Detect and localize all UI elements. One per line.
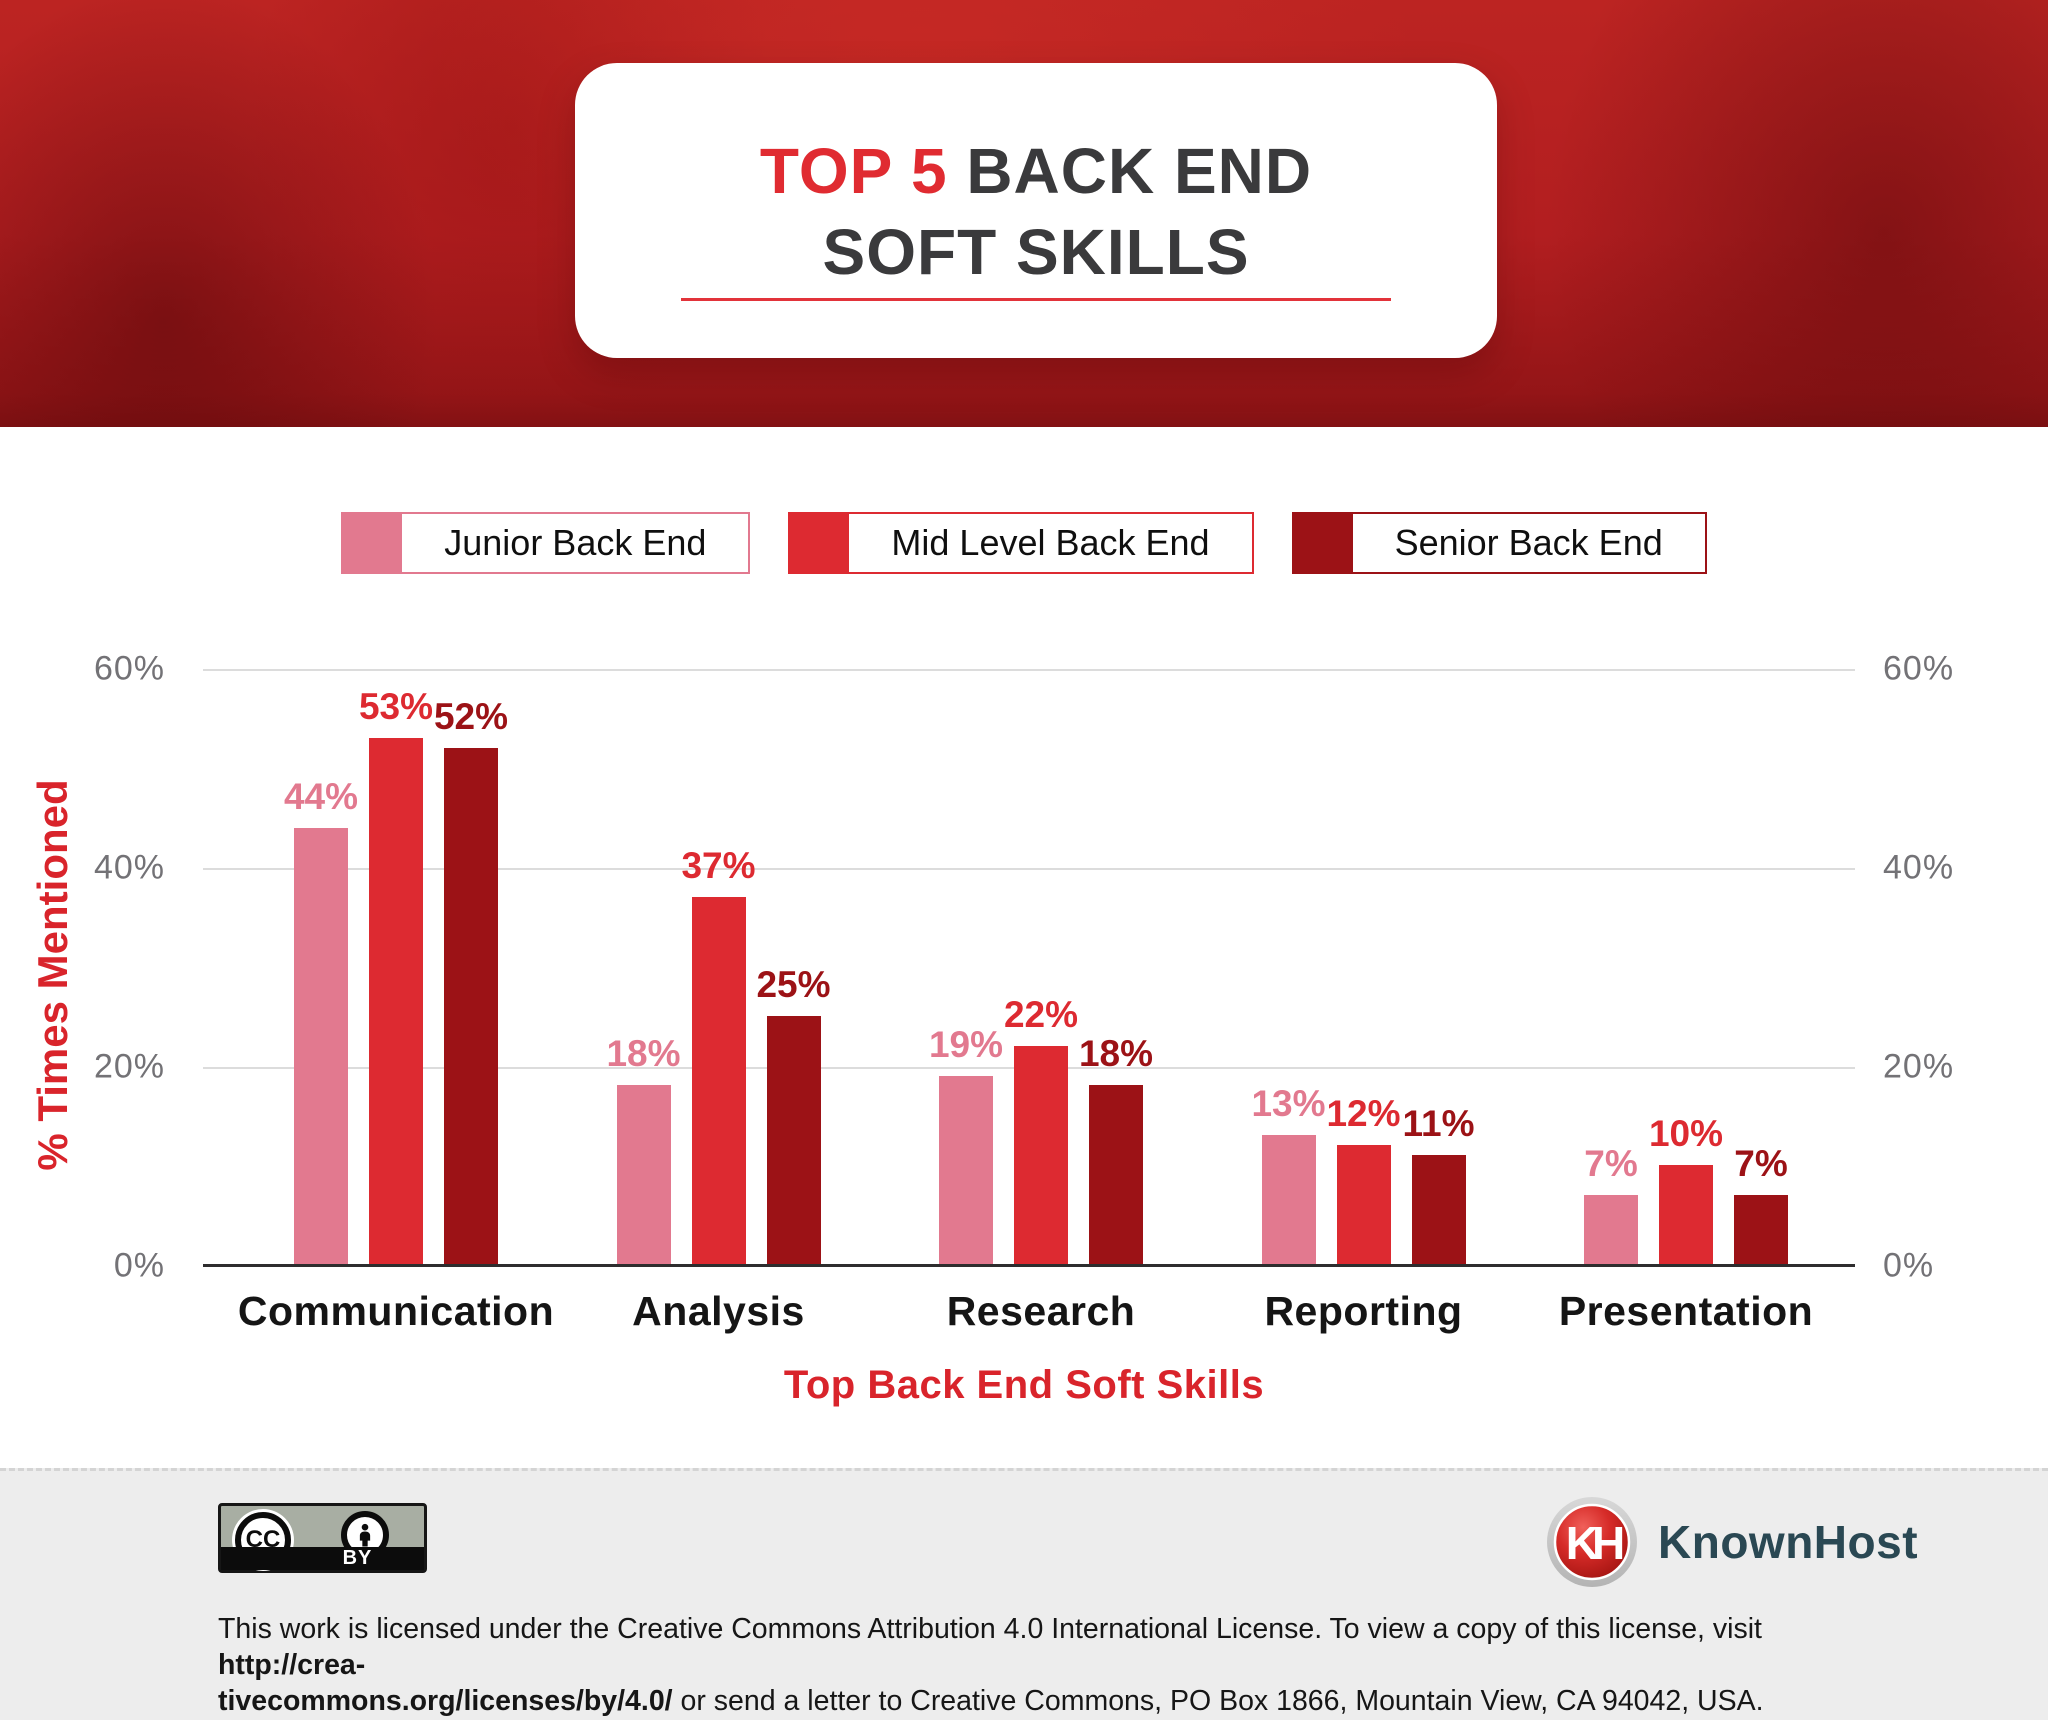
bar-value-label: 52% <box>433 696 509 737</box>
x-axis-baseline <box>203 1264 1855 1267</box>
chart-section: Junior Back End Mid Level Back End Senior … <box>0 427 2048 1468</box>
bar-value-label: 12% <box>1326 1093 1401 1134</box>
bar-research-senior-back-end: 18% <box>1079 1033 1153 1264</box>
page-title-accent: TOP 5 <box>759 135 948 207</box>
tick-right-label-40pct: 40% <box>1883 848 1955 887</box>
bar-chart-plot: 44% 53% 52% Communication 18% 37% 25% Analysis 1… <box>203 669 1855 1334</box>
bar-value-label: 18% <box>606 1033 681 1074</box>
legend-label: Mid Level Back End <box>847 512 1254 574</box>
bar-value-label: 13% <box>1251 1083 1326 1124</box>
title-card: TOP 5 BACK END SOFT SKILLS <box>575 63 1497 358</box>
category-label-communication: Communication <box>237 1288 555 1334</box>
tick-right-label-60pct: 60% <box>1883 649 1955 688</box>
legend-label: Junior Back End <box>400 512 751 574</box>
bar-group-reporting: 13% 12% 11% <box>1251 669 1475 1264</box>
bar-group-presentation: 7% 10% 7% <box>1584 669 1788 1264</box>
category-label-reporting: Reporting <box>1264 1288 1463 1334</box>
license-url-part1: http://crea- <box>218 1649 366 1681</box>
bar-communication-junior-back-end: 44% <box>284 776 358 1264</box>
bar-communication-senior-back-end: 52% <box>434 696 508 1264</box>
bar-value-label: 25% <box>756 964 831 1005</box>
license-line1: This work is licensed under the Creative… <box>218 1613 1762 1645</box>
bar-communication-mid-level-back-end: 53% <box>359 686 433 1264</box>
category-label-research: Research <box>946 1288 1136 1334</box>
cc-by-license-badge: CC BY <box>218 1503 427 1573</box>
page-title-rest: BACK END <box>947 135 1313 207</box>
license-text: This work is licensed under the Creative… <box>218 1611 1898 1719</box>
bar-value-label: 7% <box>1734 1143 1788 1184</box>
knownhost-monogram: KH <box>1566 1517 1623 1569</box>
knownhost-logo: KH KnownHost <box>1546 1496 1918 1588</box>
tick-left-label-60pct: 60% <box>93 649 165 688</box>
license-line2: or send a letter to Creative Commons, PO… <box>672 1685 1764 1717</box>
title-underline <box>681 298 1391 301</box>
bar-value-label: 10% <box>1648 1113 1724 1154</box>
bar-group-research: 19% 22% 18% <box>929 669 1153 1264</box>
gridline <box>203 868 1855 870</box>
tick-left-label-40pct: 40% <box>93 848 165 887</box>
bar-reporting-mid-level-back-end: 12% <box>1326 1093 1401 1264</box>
license-url-part2: tivecommons.org/licenses/by/4.0/ <box>218 1685 673 1717</box>
bar-research-junior-back-end: 19% <box>929 1024 1003 1264</box>
gridline <box>203 669 1855 671</box>
legend-swatch <box>788 512 848 574</box>
bar-value-label: 37% <box>681 845 756 886</box>
page-title: TOP 5 BACK END SOFT SKILLS <box>575 63 1497 293</box>
header-banner: TOP 5 BACK END SOFT SKILLS <box>0 0 2048 427</box>
tick-left-label-20pct: 20% <box>93 1047 165 1086</box>
bar-value-label: 19% <box>928 1024 1004 1065</box>
page-title-line2: SOFT SKILLS <box>822 216 1250 288</box>
legend-item-junior-back-end: Junior Back End <box>341 512 751 574</box>
bar-value-label: 22% <box>1003 994 1079 1035</box>
bar-value-label: 7% <box>1584 1143 1638 1184</box>
bar-presentation-senior-back-end: 7% <box>1734 1143 1788 1264</box>
cc-by-label: BY <box>221 1547 424 1570</box>
chart-legend: Junior Back End Mid Level Back End Senior … <box>0 512 2048 574</box>
bar-value-label: 53% <box>358 686 434 727</box>
bar-value-label: 11% <box>1402 1103 1475 1144</box>
tick-right-label-20pct: 20% <box>1883 1047 1955 1086</box>
footer: CC BY KH <box>0 1468 2048 1720</box>
person-glyph <box>359 1523 371 1547</box>
legend-item-mid-level-back-end: Mid Level Back End <box>788 512 1254 574</box>
bar-reporting-junior-back-end: 13% <box>1251 1083 1326 1264</box>
category-label-presentation: Presentation <box>1558 1288 1814 1334</box>
bar-reporting-senior-back-end: 11% <box>1402 1103 1475 1264</box>
y-axis-title: % Times Mentioned <box>29 779 76 1171</box>
bar-group-communication: 44% 53% 52% <box>284 669 508 1264</box>
legend-label: Senior Back End <box>1350 512 1707 574</box>
bar-research-mid-level-back-end: 22% <box>1004 994 1078 1264</box>
legend-swatch <box>1291 512 1351 574</box>
bar-value-label: 44% <box>283 776 359 817</box>
legend-item-senior-back-end: Senior Back End <box>1291 512 1707 574</box>
bar-value-label: 18% <box>1078 1033 1154 1074</box>
bar-analysis-junior-back-end: 18% <box>606 1033 681 1264</box>
x-axis-title: Top Back End Soft Skills <box>783 1363 1265 1407</box>
bar-analysis-mid-level-back-end: 37% <box>681 845 756 1264</box>
legend-swatch <box>341 512 401 574</box>
bar-analysis-senior-back-end: 25% <box>756 964 831 1264</box>
bar-group-analysis: 18% 37% 25% <box>606 669 831 1264</box>
bar-presentation-mid-level-back-end: 10% <box>1649 1113 1723 1264</box>
tick-left-label-0pct: 0% <box>113 1246 165 1285</box>
knownhost-logo-icon: KH <box>1547 1497 1637 1587</box>
tick-right-label-0pct: 0% <box>1883 1246 1935 1285</box>
bar-presentation-junior-back-end: 7% <box>1584 1143 1638 1264</box>
category-label-analysis: Analysis <box>632 1288 805 1334</box>
knownhost-wordmark: KnownHost <box>1658 1516 1919 1568</box>
